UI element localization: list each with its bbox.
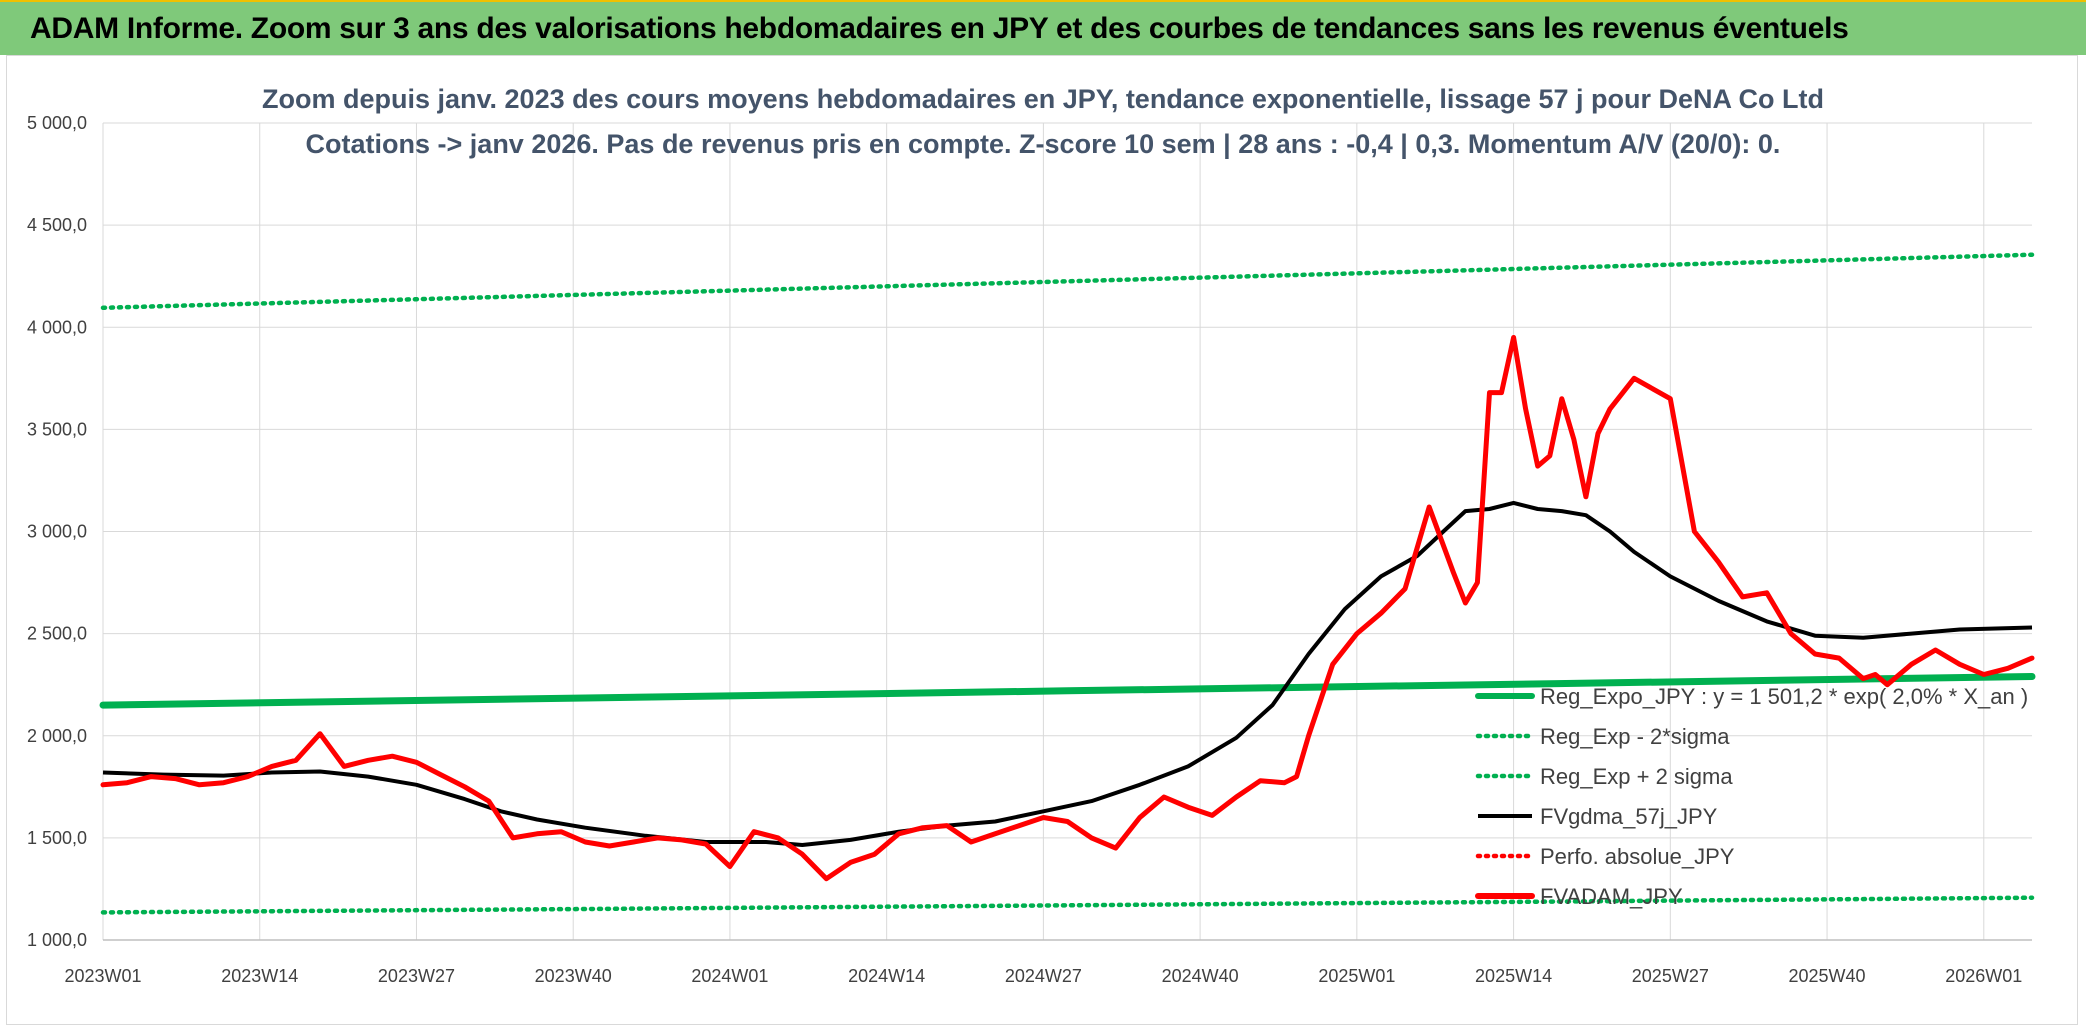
x-tick-label: 2025W27 bbox=[1632, 966, 1709, 986]
series-line-5 bbox=[100, 335, 2035, 882]
legend-label: Perfo. absolue_JPY bbox=[1540, 844, 1735, 869]
series-line-3 bbox=[102, 500, 2033, 847]
y-tick-label: 5 000,0 bbox=[27, 113, 87, 133]
x-tick-label: 2026W01 bbox=[1945, 966, 2022, 986]
x-tick-label: 2023W40 bbox=[535, 966, 612, 986]
x-tick-label: 2024W01 bbox=[691, 966, 768, 986]
x-tick-label: 2023W01 bbox=[64, 966, 141, 986]
x-tick-label: 2023W14 bbox=[221, 966, 298, 986]
y-tick-label: 3 000,0 bbox=[27, 522, 87, 542]
y-tick-label: 1 000,0 bbox=[27, 930, 87, 950]
legend-label: FVgdma_57j_JPY bbox=[1540, 804, 1718, 829]
series-line-2 bbox=[100, 252, 2035, 311]
y-tick-label: 1 500,0 bbox=[27, 828, 87, 848]
series-group bbox=[99, 252, 2036, 915]
chart-frame bbox=[6, 55, 2078, 1025]
x-tick-label: 2025W14 bbox=[1475, 966, 1552, 986]
report-title: ADAM Informe. Zoom sur 3 ans des valoris… bbox=[30, 11, 1849, 45]
y-tick-label: 4 000,0 bbox=[27, 317, 87, 337]
chart-title-line2: Cotations -> janv 2026. Pas de revenus p… bbox=[306, 129, 1781, 159]
y-tick-label: 2 000,0 bbox=[27, 726, 87, 746]
report-banner: ADAM Informe. Zoom sur 3 ans des valoris… bbox=[0, 0, 2086, 55]
legend-label: FVADAM_JPY bbox=[1540, 884, 1683, 909]
x-tick-label: 2024W27 bbox=[1005, 966, 1082, 986]
x-tick-label: 2023W27 bbox=[378, 966, 455, 986]
x-tick-label: 2024W40 bbox=[1162, 966, 1239, 986]
series-line-1 bbox=[100, 895, 2035, 915]
legend: Reg_Expo_JPY : y = 1 501,2 * exp( 2,0% *… bbox=[1475, 684, 2028, 909]
y-tick-label: 4 500,0 bbox=[27, 215, 87, 235]
y-axis: 1 000,0 1 500,0 2 000,0 2 500,0 3 000,0 3 500… bbox=[27, 113, 87, 950]
legend-label: Reg_Exp - 2*sigma bbox=[1540, 724, 1730, 749]
x-tick-label: 2025W40 bbox=[1789, 966, 1866, 986]
x-axis: 2023W01 2023W14 2023W27 2023W40 2024W01 2024W… bbox=[64, 966, 2022, 986]
legend-label: Reg_Expo_JPY : y = 1 501,2 * exp( 2,0% *… bbox=[1540, 684, 2028, 709]
series-line-0 bbox=[99, 673, 2036, 709]
y-tick-label: 2 500,0 bbox=[27, 624, 87, 644]
chart-title-line1: Zoom depuis janv. 2023 des cours moyens … bbox=[262, 84, 1824, 114]
legend-label: Reg_Exp + 2 sigma bbox=[1540, 764, 1733, 789]
x-tick-label: 2025W01 bbox=[1318, 966, 1395, 986]
y-tick-label: 3 500,0 bbox=[27, 419, 87, 439]
x-tick-label: 2024W14 bbox=[848, 966, 925, 986]
grid-lines bbox=[102, 122, 2032, 941]
